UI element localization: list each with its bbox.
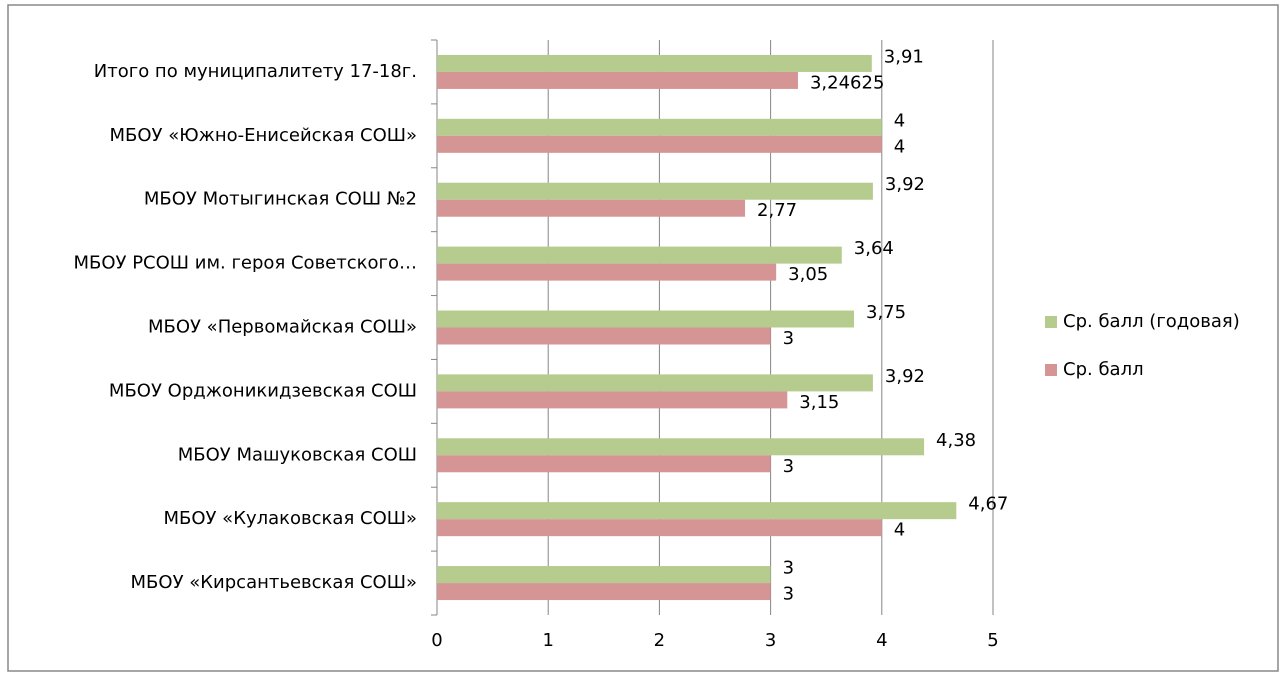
value-label: 3,64: [854, 238, 894, 259]
legend-swatch: [1045, 364, 1057, 376]
bar: [437, 310, 854, 328]
bar: [437, 182, 873, 200]
value-label: 3,05: [788, 264, 828, 285]
bar: [437, 54, 872, 72]
x-tick-label: 4: [876, 630, 887, 651]
y-tick-label: МБОУ «Южно-Енисейская СОШ»: [109, 125, 417, 146]
y-tick-label: МБОУ «Кирсантьевская СОШ»: [131, 572, 417, 593]
value-label: 3,92: [885, 174, 925, 195]
bar: [437, 71, 798, 89]
legend-label: Ср. балл (годовая): [1063, 311, 1240, 332]
x-tick-label: 3: [765, 630, 776, 651]
legend-label: Ср. балл: [1063, 359, 1144, 380]
value-label: 4: [894, 520, 905, 541]
x-tick-label: 5: [987, 630, 998, 651]
bar: [437, 519, 882, 537]
y-tick-label: Итого по муниципалитету 17-18г.: [94, 61, 417, 82]
bar: [437, 135, 882, 153]
bar: [437, 246, 842, 264]
bar: [437, 327, 771, 345]
y-tick-label: МБОУ Мотыгинская СОШ №2: [144, 189, 417, 210]
bar: [437, 455, 771, 473]
x-tick-label: 1: [542, 630, 553, 651]
x-tick-label: 2: [654, 630, 665, 651]
value-label: 2,77: [757, 200, 797, 221]
value-label: 3,92: [885, 366, 925, 387]
bar: [437, 199, 746, 217]
value-label: 4,38: [936, 430, 976, 451]
value-label: 3,91: [884, 46, 924, 67]
bar: [437, 374, 873, 392]
value-label: 3,15: [799, 392, 839, 413]
value-label: 4: [894, 110, 905, 131]
value-label: 4,67: [968, 494, 1008, 515]
value-label: 3,24625: [810, 72, 884, 93]
bar: [437, 391, 788, 409]
y-tick-label: МБОУ «Кулаковская СОШ»: [163, 508, 417, 529]
bar: [437, 566, 771, 584]
x-tick-label: 0: [431, 630, 442, 651]
bar: [437, 583, 771, 601]
value-label: 3: [783, 584, 794, 605]
bar: [437, 263, 777, 281]
value-label: 4: [894, 136, 905, 157]
y-tick-label: МБОУ «Первомайская СОШ»: [148, 317, 417, 338]
y-tick-label: МБОУ Орджоникидзевская СОШ: [109, 380, 417, 401]
value-label: 3: [783, 328, 794, 349]
y-tick-label: МБОУ РСОШ им. героя Советского…: [73, 253, 417, 274]
value-label: 3: [783, 558, 794, 579]
bar: [437, 118, 882, 136]
bar: [437, 502, 957, 520]
value-label: 3,75: [866, 302, 906, 323]
legend-swatch: [1045, 316, 1057, 328]
value-label: 3: [783, 456, 794, 477]
y-tick-label: МБОУ Машуковская СОШ: [178, 444, 417, 465]
bar: [437, 438, 925, 456]
